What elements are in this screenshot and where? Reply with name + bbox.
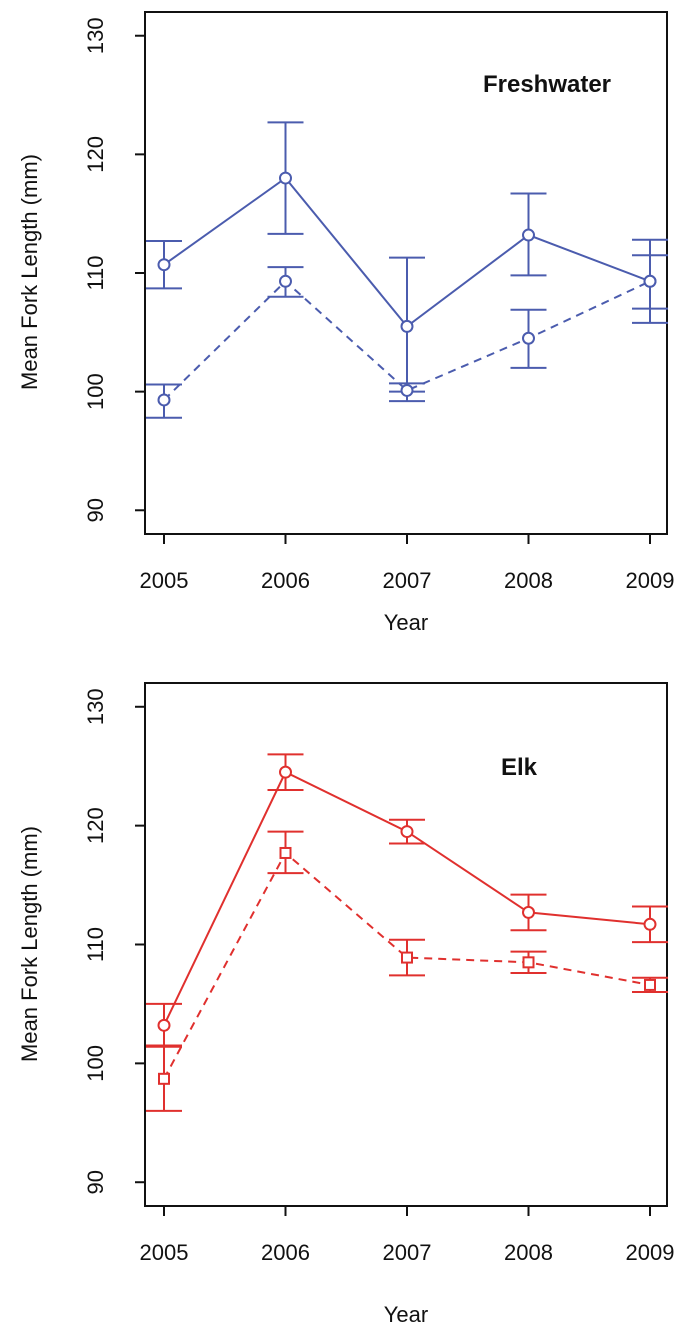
x-tick-label: 2009 [626,1240,675,1265]
circle-point [522,905,535,919]
y-tick-label: 130 [83,688,108,725]
square-point [522,956,535,969]
y-tick-label: 110 [83,255,108,290]
circle-point [279,171,292,185]
x-tick-label: 2009 [626,568,675,593]
circle-point [279,274,292,288]
panel-title: Freshwater [483,71,611,98]
circle-point [157,1018,171,1032]
x-tick-label: 2006 [261,568,310,593]
square-point [644,978,656,991]
y-axis-label: Mean Fork Length (mm) [17,826,42,1062]
y-tick-label: 110 [83,927,108,962]
dashed-series-line [163,279,651,401]
x-axis-label: Year [384,610,428,635]
elk-panel: 2005 2006 2007 2008 2009 90 100 110 120 130 Elk Y… [17,682,674,1327]
y-tick-label: 90 [83,1170,108,1194]
y-tick-label: 120 [83,807,108,844]
x-tick-label: 2007 [383,1240,432,1265]
freshwater-panel: 2005 2006 2007 2008 2009 90 100 110 120 130 Fresh… [17,11,674,635]
circle-point [643,274,657,288]
y-tick-label: 120 [83,136,108,173]
series-layer [146,753,668,1112]
x-tick-label: 2008 [504,568,553,593]
circle-point [400,825,414,839]
circle-point [643,917,657,931]
y-tick-label: 90 [83,498,108,522]
y-tick-label: 100 [83,1045,108,1082]
x-axis-label: Year [384,1302,428,1327]
square-point [279,846,292,859]
solid-series-line [163,770,651,1026]
dashed-series-line [163,851,651,1080]
x-tick-label: 2005 [140,1240,189,1265]
x-tick-label: 2005 [140,568,189,593]
axes-layer: 2005 2006 2007 2008 2009 90 100 110 120 130 [83,688,674,1265]
x-tick-label: 2008 [504,1240,553,1265]
circle-point [400,383,414,397]
circle-point [522,228,535,242]
circle-point [400,319,414,333]
y-tick-label: 130 [83,17,108,54]
circle-point [157,393,171,407]
y-tick-label: 100 [83,373,108,410]
square-point [401,951,413,964]
x-tick-label: 2006 [261,1240,310,1265]
axes-layer: 2005 2006 2007 2008 2009 90 100 110 120 130 [83,17,674,593]
circle-point [522,331,535,345]
x-tick-label: 2007 [383,568,432,593]
circle-point [279,765,292,779]
panel-title: Elk [501,754,538,781]
circle-point [157,258,171,272]
y-axis-label: Mean Fork Length (mm) [17,154,42,390]
square-point [158,1072,170,1085]
series-layer [146,121,668,419]
